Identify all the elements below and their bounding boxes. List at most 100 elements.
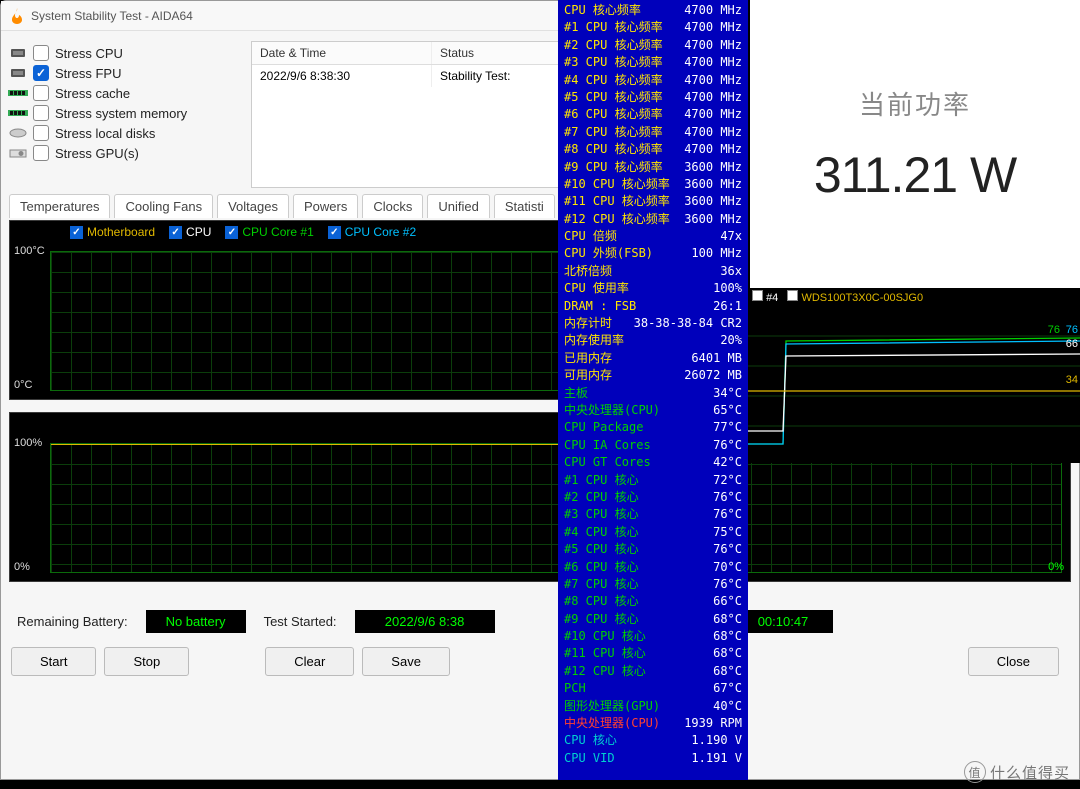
monitor-row: #4 CPU 核心75°C	[564, 524, 742, 541]
monitor-value: 4700 MHz	[684, 141, 742, 158]
monitor-value: 72°C	[713, 472, 742, 489]
monitor-row: #8 CPU 核心频率4700 MHz	[564, 141, 742, 158]
mini-chart-value: 34	[1066, 374, 1078, 386]
monitor-value: 1.191 V	[691, 750, 742, 767]
tab-powers[interactable]: Powers	[293, 194, 358, 218]
monitor-value: 36x	[720, 263, 742, 280]
legend-checkbox[interactable]	[225, 226, 238, 239]
mini-chart-value: 66	[1066, 338, 1078, 350]
tab-clocks[interactable]: Clocks	[362, 194, 423, 218]
monitor-value: 38-38-38-84 CR2	[634, 315, 742, 332]
power-value: 311.21 W	[814, 146, 1016, 204]
battery-label: Remaining Battery:	[17, 614, 128, 629]
legend-label: CPU	[186, 225, 211, 239]
monitor-key: 北桥倍频	[564, 263, 612, 280]
close-button[interactable]: Close	[968, 647, 1059, 676]
monitor-value: 3600 MHz	[684, 176, 742, 193]
option-icon	[7, 146, 29, 160]
log-col-datetime[interactable]: Date & Time	[252, 42, 432, 64]
option-checkbox[interactable]	[33, 145, 49, 161]
monitor-value: 20%	[720, 332, 742, 349]
legend-cpu[interactable]: CPU	[169, 225, 211, 239]
monitor-key: CPU 核心频率	[564, 2, 641, 19]
clear-button[interactable]: Clear	[265, 647, 354, 676]
stress-option-stress-local-disks[interactable]: Stress local disks	[7, 125, 245, 141]
tab-voltages[interactable]: Voltages	[217, 194, 289, 218]
watermark: 值 什么值得买	[964, 761, 1070, 783]
stop-button[interactable]: Stop	[104, 647, 189, 676]
tab-temperatures[interactable]: Temperatures	[9, 194, 110, 218]
stress-option-stress-system-memory[interactable]: Stress system memory	[7, 105, 245, 121]
monitor-key: #9 CPU 核心	[564, 611, 639, 628]
monitor-key: 内存使用率	[564, 332, 624, 349]
option-label: Stress system memory	[55, 106, 187, 121]
stress-option-stress-cache[interactable]: Stress cache	[7, 85, 245, 101]
monitor-key: 图形处理器(GPU)	[564, 698, 660, 715]
stress-option-stress-gpu-s-[interactable]: Stress GPU(s)	[7, 145, 245, 161]
monitor-row: #9 CPU 核心68°C	[564, 611, 742, 628]
monitor-row: #6 CPU 核心频率4700 MHz	[564, 106, 742, 123]
monitor-row: #11 CPU 核心频率3600 MHz	[564, 193, 742, 210]
option-icon	[7, 86, 29, 100]
option-checkbox[interactable]	[33, 45, 49, 61]
monitor-value: 68°C	[713, 628, 742, 645]
monitor-row: #5 CPU 核心76°C	[564, 541, 742, 558]
monitor-key: #6 CPU 核心	[564, 559, 639, 576]
monitor-row: #4 CPU 核心频率4700 MHz	[564, 72, 742, 89]
monitor-row: 中央处理器(CPU)1939 RPM	[564, 715, 742, 732]
option-checkbox[interactable]	[33, 105, 49, 121]
start-button[interactable]: Start	[11, 647, 96, 676]
monitor-key: #10 CPU 核心频率	[564, 176, 670, 193]
monitor-key: #7 CPU 核心频率	[564, 124, 663, 141]
monitor-key: CPU Package	[564, 419, 643, 436]
monitor-row: CPU 核心1.190 V	[564, 732, 742, 749]
hw-monitor-overlay: CPU 核心频率4700 MHz#1 CPU 核心频率4700 MHz#2 CP…	[558, 0, 748, 780]
monitor-value: 34°C	[713, 385, 742, 402]
tab-unified[interactable]: Unified	[427, 194, 489, 218]
temp-y-bot: 0°C	[14, 379, 32, 391]
legend-checkbox[interactable]	[70, 226, 83, 239]
legend-cpu-core-1[interactable]: CPU Core #1	[225, 225, 313, 239]
monitor-row: #1 CPU 核心72°C	[564, 472, 742, 489]
legend-cpu-core-2[interactable]: CPU Core #2	[328, 225, 416, 239]
legend-checkbox[interactable]	[328, 226, 341, 239]
monitor-row: #5 CPU 核心频率4700 MHz	[564, 89, 742, 106]
stress-option-stress-cpu[interactable]: Stress CPU	[7, 45, 245, 61]
option-icon	[7, 126, 29, 140]
monitor-value: 47x	[720, 228, 742, 245]
monitor-row: 北桥倍频 36x	[564, 263, 742, 280]
monitor-value: 4700 MHz	[684, 89, 742, 106]
monitor-value: 6401 MB	[691, 350, 742, 367]
monitor-key: #10 CPU 核心	[564, 628, 646, 645]
monitor-value: 70°C	[713, 559, 742, 576]
monitor-row: CPU 倍频47x	[564, 228, 742, 245]
monitor-key: #12 CPU 核心	[564, 663, 646, 680]
button-row: Start Stop Clear Save Close	[1, 641, 1079, 682]
option-checkbox[interactable]	[33, 65, 49, 81]
option-checkbox[interactable]	[33, 125, 49, 141]
monitor-value: 3600 MHz	[684, 211, 742, 228]
monitor-value: 68°C	[713, 663, 742, 680]
mini-chart-prefix: #4	[766, 292, 778, 304]
tab-cooling fans[interactable]: Cooling Fans	[114, 194, 213, 218]
monitor-value: 40°C	[713, 698, 742, 715]
monitor-row: #7 CPU 核心频率4700 MHz	[564, 124, 742, 141]
monitor-key: PCH	[564, 680, 586, 697]
legend-label: CPU Core #2	[345, 225, 416, 239]
tab-statisti[interactable]: Statisti	[494, 194, 555, 218]
mini-chart: #4 WDS100T3X0C-00SJG0 76766634	[748, 288, 1080, 463]
monitor-value: 65°C	[713, 402, 742, 419]
app-flame-icon	[9, 8, 25, 24]
monitor-key: 中央处理器(CPU)	[564, 715, 660, 732]
monitor-value: 4700 MHz	[684, 2, 742, 19]
monitor-value: 76°C	[713, 506, 742, 523]
legend-motherboard[interactable]: Motherboard	[70, 225, 155, 239]
monitor-value: 100%	[713, 280, 742, 297]
monitor-key: #4 CPU 核心频率	[564, 72, 663, 89]
option-label: Stress CPU	[55, 46, 123, 61]
legend-checkbox[interactable]	[169, 226, 182, 239]
started-value: 2022/9/6 8:38	[355, 610, 495, 633]
option-checkbox[interactable]	[33, 85, 49, 101]
stress-option-stress-fpu[interactable]: Stress FPU	[7, 65, 245, 81]
save-button[interactable]: Save	[362, 647, 450, 676]
